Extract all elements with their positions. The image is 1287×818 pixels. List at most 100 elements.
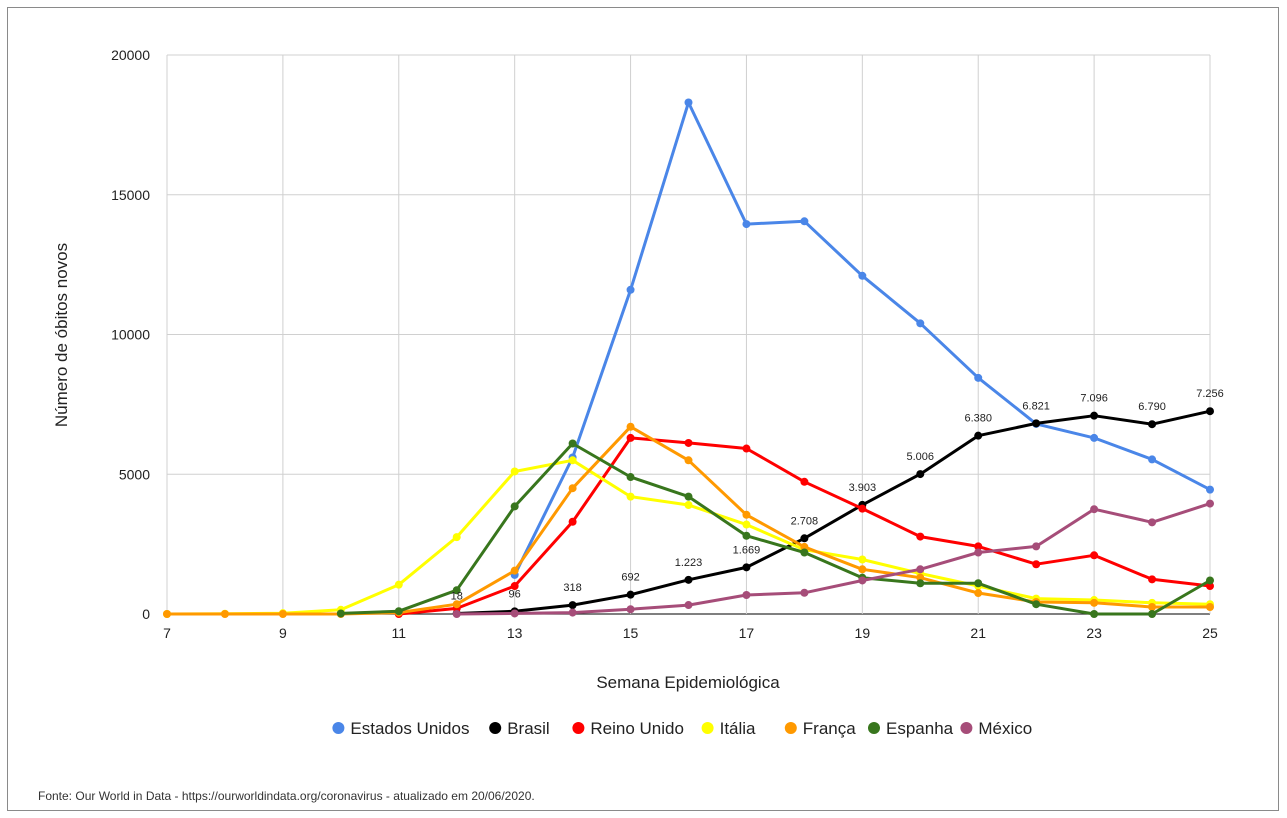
data-point [452,533,461,542]
data-point [742,444,751,453]
data-label: 6.380 [964,413,992,425]
data-label: 18 [451,590,463,602]
legend-marker [701,722,714,734]
data-point [1148,420,1157,429]
data-labels: 18 96 318 692 1.223 1.669 2.708 3.903 5.006 6.380… [451,388,1224,602]
data-point [742,520,751,529]
data-point [1206,582,1214,591]
data-point [1206,603,1214,612]
legend-label: Espanha [886,719,954,738]
series-méxico [452,499,1214,618]
data-point [684,492,693,501]
data-point [742,220,751,229]
data-point [278,610,287,618]
series-itália [163,456,1214,618]
data-point [510,582,519,591]
x-tick-label: 7 [163,625,171,641]
data-point [568,456,577,465]
data-label: 7.096 [1080,393,1108,405]
data-point [568,608,577,617]
legend-marker [960,722,973,734]
data-point [1032,560,1041,569]
data-point [1206,499,1214,508]
data-point [452,600,461,609]
data-point [626,433,635,442]
series-line [339,442,1212,616]
data-point [916,573,925,582]
legend-label: França [803,719,856,738]
data-point [568,439,577,448]
legend-label: Reino Unido [590,719,684,738]
x-tick-label: 19 [855,625,871,641]
data-point [568,484,577,493]
data-point [163,610,171,618]
data-point [1148,575,1157,584]
data-point [394,580,403,589]
data-point [974,548,983,557]
x-tick-label: 21 [970,625,986,641]
data-point [974,589,983,598]
data-point [1032,542,1041,551]
data-point [742,563,751,572]
data-point [916,319,925,328]
legend-item: Reino Unido [572,719,684,738]
x-tick-label: 13 [507,625,523,641]
legend-item: Itália [701,719,756,738]
x-axis-title: Semana Epidemiológica [596,673,780,692]
legend-label: México [978,719,1032,738]
data-point [1090,598,1099,607]
data-label: 6.790 [1138,401,1166,413]
series-line [455,409,1212,615]
data-point [858,271,867,280]
x-tick-label: 9 [279,625,287,641]
data-point [800,477,809,486]
data-point [510,566,519,575]
data-point [858,576,867,585]
data-point [1032,600,1041,609]
data-point [394,607,403,616]
data-point [510,467,519,476]
data-point [1206,576,1214,585]
data-point [800,588,809,597]
data-point [684,575,693,584]
data-label: 318 [563,582,581,594]
data-point [510,502,519,511]
data-point [684,438,693,447]
data-point [974,431,983,440]
data-point [220,610,229,618]
data-point [684,500,693,509]
data-point [916,470,925,479]
legend-label: Brasil [507,719,550,738]
legend-item: França [784,719,856,738]
legend-item: Espanha [868,719,954,738]
data-point [916,532,925,541]
data-point [1090,610,1099,618]
y-tick-label: 10000 [111,327,150,343]
y-tick-label: 20000 [111,47,150,63]
x-tick-label: 11 [392,625,407,641]
legend-marker [489,722,502,734]
data-point [452,610,461,618]
chart-frame [7,7,1279,811]
data-label: 7.256 [1196,388,1224,400]
data-point [1090,505,1099,514]
legend-label: Itália [720,719,756,738]
x-tick-label: 15 [623,625,639,641]
data-point [568,601,577,610]
source-note: Fonte: Our World in Data - https://ourwo… [38,789,535,803]
data-point [858,555,867,564]
data-point [1148,603,1157,612]
data-point [800,542,809,551]
data-label: 6.821 [1022,400,1050,412]
data-label: 1.669 [733,544,761,556]
data-point [626,422,635,431]
data-point [800,217,809,226]
legend-label: Estados Unidos [350,719,469,738]
data-point [742,590,751,599]
series-frança [163,422,1214,618]
data-point [974,579,983,588]
data-point [1148,518,1157,527]
data-label: 3.903 [849,482,877,494]
series-reino-unido [394,433,1214,618]
